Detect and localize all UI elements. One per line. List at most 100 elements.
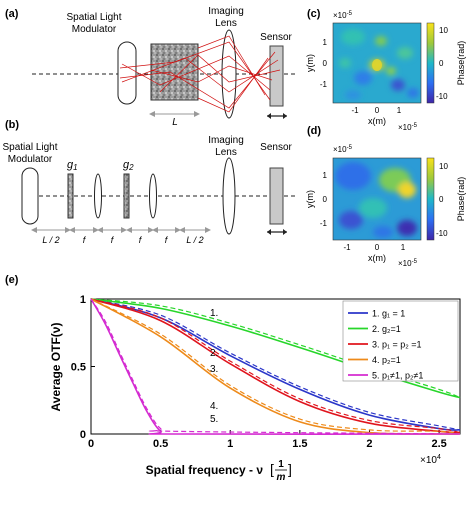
spacing-label: L / 2 bbox=[42, 235, 59, 245]
colorbar-c bbox=[426, 22, 435, 104]
c-cbar-tick: 0 bbox=[439, 59, 444, 68]
c-cbar-tick: 10 bbox=[439, 26, 448, 35]
panel-b-label: (b) bbox=[5, 119, 19, 131]
slm-b bbox=[21, 167, 39, 225]
series-line-3 bbox=[90, 298, 461, 434]
phase-map-d bbox=[333, 158, 421, 240]
series-line-2-dashed bbox=[90, 298, 461, 399]
legend-label: 4. p₂=1 bbox=[372, 355, 401, 365]
curve-label: 3. bbox=[210, 364, 218, 375]
lens-label-b-1: Imaging bbox=[208, 135, 244, 146]
imaging-lens-b bbox=[222, 157, 236, 235]
spacing-label: f bbox=[165, 235, 169, 245]
legend-label: 5. p₁≠1, p₂≠1 bbox=[372, 371, 423, 381]
legend-label: 1. g₁ = 1 bbox=[372, 309, 405, 319]
d-colorbar-label: Phase(rad) bbox=[456, 177, 466, 222]
x-tick-label: 0.5 bbox=[153, 438, 168, 450]
d-cbar-tick: -10 bbox=[436, 229, 448, 238]
c-x-exponent: ×10-5 bbox=[398, 123, 418, 132]
c-ytick: 1 bbox=[323, 38, 328, 47]
c-colorbar-label: Phase(rad) bbox=[456, 41, 466, 86]
x-tick-label: 2.5 bbox=[431, 438, 446, 450]
lens-label-a-1: Imaging bbox=[208, 6, 244, 17]
series-line-2 bbox=[90, 298, 461, 399]
lens-b-2 bbox=[149, 173, 157, 219]
y-tick-label: 0 bbox=[80, 429, 86, 441]
d-ytick: 1 bbox=[323, 171, 328, 180]
spacing-label: L / 2 bbox=[186, 235, 203, 245]
d-ytick: -1 bbox=[320, 219, 328, 228]
panel-c: (c) ×10-5 y(m) 1 0 -1 -1 0 1 x( bbox=[305, 8, 466, 132]
d-xtick: 0 bbox=[375, 243, 380, 252]
slm-label-b-1: Spatial Light bbox=[2, 142, 57, 153]
y-axis-label: Average OTF(ν) bbox=[49, 323, 63, 412]
series-line-3-dashed bbox=[90, 298, 461, 434]
sensor-label-b: Sensor bbox=[260, 142, 292, 153]
x-tick-label: 0 bbox=[88, 438, 94, 450]
sensor-a bbox=[269, 45, 284, 107]
unit-numerator: 1 bbox=[278, 459, 284, 470]
panel-d: (d) ×10-5 y(m) 1 0 -1 -1 0 1 x(m) ×10-5 … bbox=[305, 125, 466, 268]
c-cbar-tick: -10 bbox=[436, 92, 448, 101]
y-tick-label: 1 bbox=[80, 294, 86, 306]
c-xtick: -1 bbox=[351, 106, 359, 115]
curve-label: 1. bbox=[210, 308, 218, 319]
spacing-label: f bbox=[111, 235, 115, 245]
slm-label-b-2: Modulator bbox=[8, 154, 53, 165]
d-ytick: 0 bbox=[323, 195, 328, 204]
curve-labels: 1. 2. 3. 4. 5. bbox=[210, 308, 218, 425]
series-line-1-dashed bbox=[90, 298, 461, 431]
series-lines bbox=[90, 298, 461, 435]
y-tick-label: 0.5 bbox=[71, 362, 86, 374]
legend-items: 1. g₁ = 1 2. g₂=1 3. p₁ = p₂ =1 4. p₂=1 5. p… bbox=[348, 309, 423, 381]
sensor-arrow-b-heads bbox=[267, 229, 287, 235]
length-label-a: L bbox=[172, 117, 178, 128]
sensor-label-a: Sensor bbox=[260, 32, 292, 43]
panel-e: (e) 0 0.5 1 1.5 2 2.5 0 0.5 1 1. 2. 3. 4. 5. Averag… bbox=[5, 274, 461, 483]
unit-denominator: m bbox=[277, 472, 286, 483]
x-tick-label: 2 bbox=[366, 438, 372, 450]
d-ylabel: y(m) bbox=[305, 190, 315, 208]
curve-label: 5. bbox=[210, 414, 218, 425]
x-ticks: 0 0.5 1 1.5 2 2.5 bbox=[88, 430, 447, 450]
panel-b: (b) Spatial Light Modulator Imaging Lens… bbox=[2, 119, 296, 245]
d-xtick: 1 bbox=[401, 243, 406, 252]
x-axis-label-text: Spatial frequency - ν bbox=[146, 463, 264, 477]
curve-label: 2. bbox=[210, 348, 218, 359]
d-cbar-tick: 10 bbox=[439, 162, 448, 171]
bracket-left: [ bbox=[270, 461, 274, 477]
c-xlabel: x(m) bbox=[368, 116, 386, 126]
c-xtick: 0 bbox=[375, 106, 380, 115]
panel-d-label: (d) bbox=[307, 125, 321, 137]
x-exponent: ×104 bbox=[420, 454, 441, 466]
sensor-b bbox=[269, 167, 284, 225]
panel-a-label: (a) bbox=[5, 8, 19, 20]
legend-label: 3. p₁ = p₂ =1 bbox=[372, 340, 422, 350]
series-line-5-dashed bbox=[90, 298, 461, 435]
imaging-lens-a bbox=[221, 29, 237, 119]
slm-a bbox=[117, 41, 137, 105]
series-line-5 bbox=[90, 298, 461, 435]
panel-d-exponent: ×10-5 bbox=[333, 145, 353, 154]
spacing-label: f bbox=[139, 235, 143, 245]
slm-label-a-2: Modulator bbox=[72, 24, 117, 35]
c-ytick: -1 bbox=[320, 80, 328, 89]
sensor-arrow-a-heads bbox=[267, 113, 287, 119]
panel-c-label: (c) bbox=[307, 8, 321, 20]
panel-e-label: (e) bbox=[5, 274, 19, 286]
lens-label-a-2: Lens bbox=[215, 18, 237, 29]
panel-c-exponent: ×10-5 bbox=[333, 11, 353, 20]
d-cbar-tick: 0 bbox=[439, 195, 444, 204]
d-x-exponent: ×10-5 bbox=[398, 259, 418, 268]
otf-chart: 0 0.5 1 1.5 2 2.5 0 0.5 1 1. 2. 3. 4. 5. Average OT… bbox=[49, 294, 461, 483]
phase-map-c bbox=[333, 23, 421, 103]
g2-label: g2 bbox=[123, 159, 134, 172]
spacing-labels: L / 2 f f f f L / 2 bbox=[42, 235, 203, 245]
slm-label-a-1: Spatial Light bbox=[66, 12, 121, 23]
x-tick-label: 1.5 bbox=[292, 438, 307, 450]
legend: 1. g₁ = 1 2. g₂=1 3. p₁ = p₂ =1 4. p₂=1 5. p… bbox=[342, 300, 459, 382]
lens-label-b-2: Lens bbox=[215, 147, 237, 158]
c-xtick: 1 bbox=[397, 106, 402, 115]
spacing-label: f bbox=[83, 235, 87, 245]
